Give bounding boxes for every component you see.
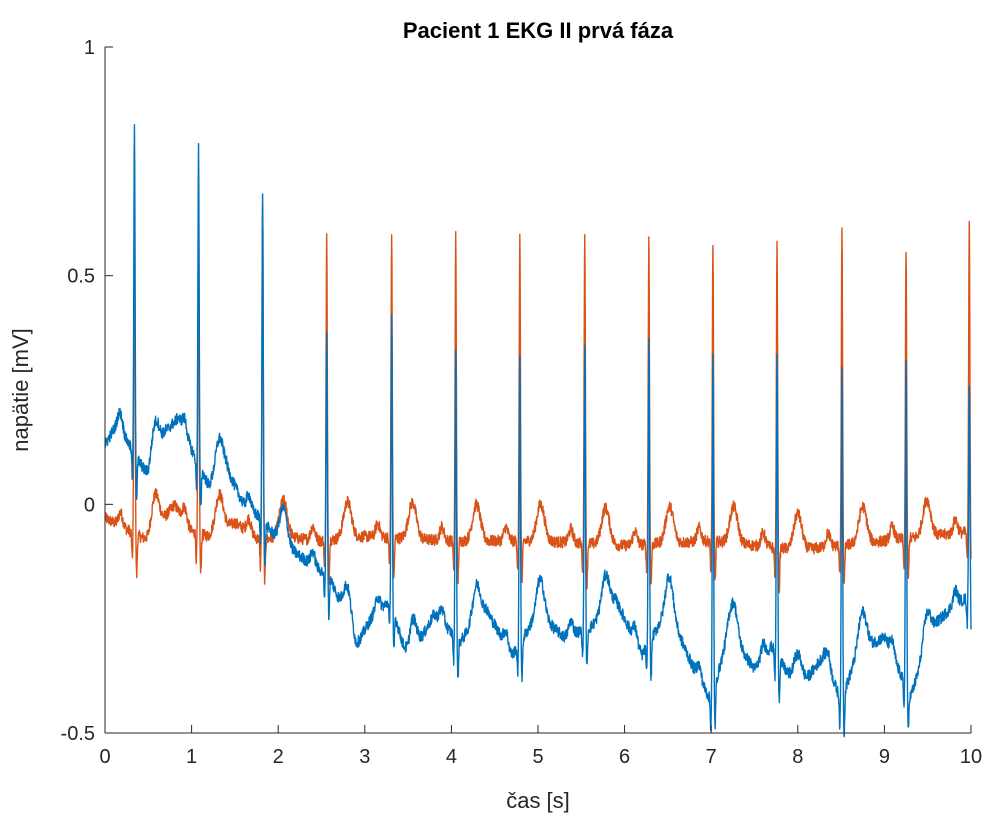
series-layer — [104, 124, 972, 738]
x-tick-label: 6 — [619, 746, 630, 768]
y-tick-label: 0 — [84, 494, 95, 516]
x-tick-label: 1 — [186, 746, 197, 768]
y-tick-label: -0.5 — [61, 723, 95, 745]
x-tick-label: 4 — [446, 746, 457, 768]
x-tick-label: 3 — [359, 746, 370, 768]
y-tick-label: 1 — [84, 37, 95, 59]
series-line-2 — [104, 205, 972, 594]
x-axis-label: čas [s] — [506, 788, 570, 813]
series-line-1 — [104, 124, 972, 738]
x-tick-label: 9 — [879, 746, 890, 768]
x-tick-label: 0 — [99, 746, 110, 768]
x-tick-label: 10 — [960, 746, 982, 768]
chart-title: Pacient 1 EKG II prvá fáza — [403, 18, 674, 43]
x-tick-label: 7 — [706, 746, 717, 768]
x-tick-label: 5 — [532, 746, 543, 768]
y-tick-label: 0.5 — [67, 266, 95, 288]
x-tick-label: 2 — [273, 746, 284, 768]
x-tick-label: 8 — [792, 746, 803, 768]
ticks-layer: 0 1 2 3 4 5 6 7 8 9 10-0.500.51 — [61, 37, 983, 768]
y-axis-label: napätie [mV] — [8, 328, 33, 452]
